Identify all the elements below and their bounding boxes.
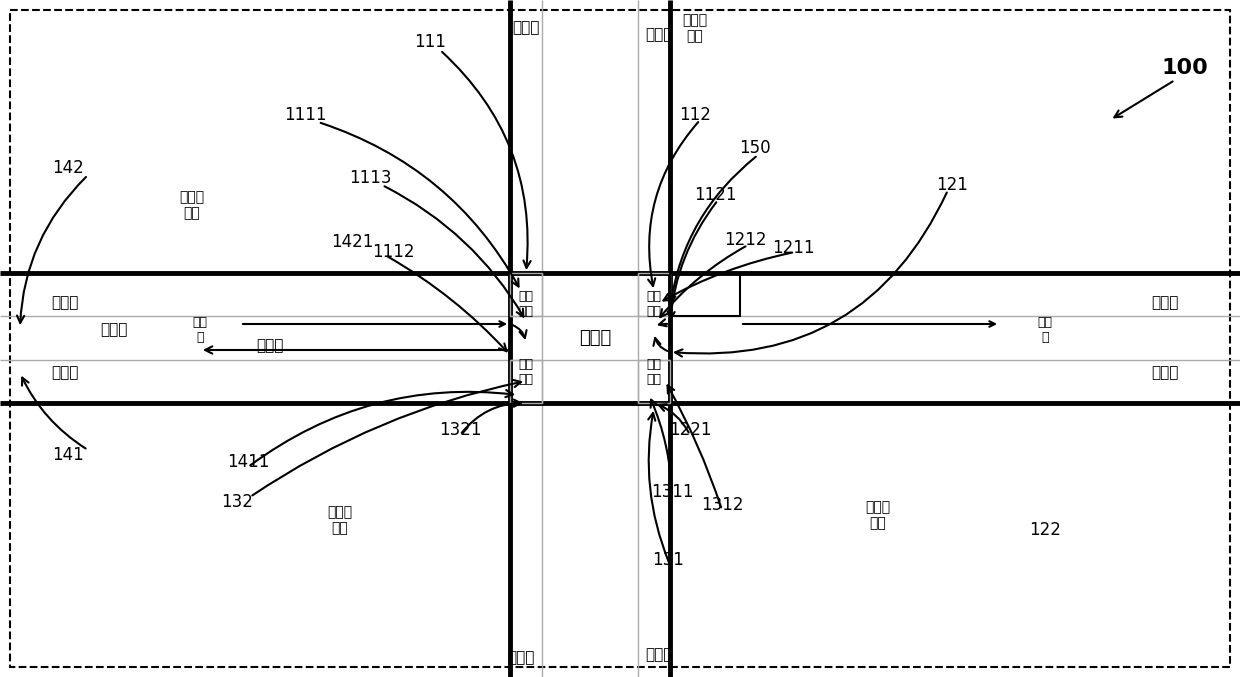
FancyArrowPatch shape [461, 399, 521, 433]
Text: 入口道: 入口道 [100, 322, 128, 338]
FancyArrowPatch shape [658, 404, 688, 433]
Text: 出口道: 出口道 [1151, 366, 1179, 380]
Text: 150: 150 [739, 139, 771, 157]
FancyArrowPatch shape [512, 325, 527, 338]
FancyArrowPatch shape [441, 52, 531, 268]
Text: 1312: 1312 [701, 496, 743, 514]
Text: 入口道: 入口道 [1151, 295, 1179, 311]
Text: 1221: 1221 [668, 421, 712, 439]
Text: 车道分
隔线: 车道分 隔线 [866, 500, 890, 530]
FancyArrowPatch shape [668, 157, 756, 303]
Text: 人行
横道: 人行 横道 [518, 290, 533, 318]
Text: 出口道: 出口道 [257, 338, 284, 353]
Text: 入口道: 入口道 [51, 295, 78, 311]
Text: 132: 132 [221, 493, 253, 511]
Text: 入口道: 入口道 [645, 647, 672, 663]
Bar [510, 360, 542, 403]
Text: 车道分
隔线: 车道分 隔线 [327, 505, 352, 535]
FancyArrowPatch shape [252, 380, 521, 496]
FancyArrowPatch shape [653, 338, 667, 351]
FancyArrowPatch shape [663, 253, 792, 301]
Text: 出口道: 出口道 [645, 28, 672, 43]
Text: 人行
横道: 人行 横道 [646, 358, 661, 386]
FancyBboxPatch shape [10, 10, 1230, 667]
Text: 1311: 1311 [651, 483, 693, 501]
Text: 112: 112 [680, 106, 711, 124]
Text: 111: 111 [414, 33, 446, 51]
Text: 出口道: 出口道 [507, 651, 534, 665]
Text: 1421: 1421 [331, 233, 373, 251]
Text: 1111: 1111 [284, 106, 326, 124]
FancyArrowPatch shape [321, 123, 518, 286]
Bar [510, 273, 542, 316]
Text: 100: 100 [1162, 58, 1208, 78]
Text: 131: 131 [652, 551, 684, 569]
Text: 人行
横道: 人行 横道 [646, 290, 661, 318]
FancyArrowPatch shape [17, 177, 86, 323]
Text: 车道分
隔线: 车道分 隔线 [682, 13, 708, 43]
FancyArrowPatch shape [22, 378, 86, 449]
Text: 车道分
隔线: 车道分 隔线 [180, 190, 205, 220]
FancyArrowPatch shape [660, 246, 745, 317]
Bar [639, 273, 670, 316]
FancyArrowPatch shape [384, 186, 523, 317]
FancyArrowPatch shape [649, 413, 668, 563]
Text: 入口道: 入口道 [512, 20, 539, 35]
Text: 1411: 1411 [227, 453, 269, 471]
Text: 人行
横道: 人行 横道 [518, 358, 533, 386]
FancyArrowPatch shape [675, 192, 947, 357]
FancyArrowPatch shape [205, 347, 507, 353]
FancyArrowPatch shape [387, 257, 507, 351]
FancyArrowPatch shape [250, 390, 513, 465]
Text: 141: 141 [52, 446, 84, 464]
Text: 1211: 1211 [771, 239, 815, 257]
Text: 1212: 1212 [724, 231, 766, 249]
FancyArrowPatch shape [667, 202, 717, 319]
Text: 1112: 1112 [372, 243, 414, 261]
FancyArrowPatch shape [658, 320, 667, 326]
Text: 车行
道: 车行 道 [1038, 316, 1053, 344]
Text: 142: 142 [52, 159, 84, 177]
Text: 1113: 1113 [348, 169, 392, 187]
Text: 122: 122 [1029, 521, 1061, 539]
FancyArrowPatch shape [667, 385, 722, 507]
FancyArrowPatch shape [651, 399, 672, 494]
Bar [670, 273, 740, 316]
Text: 出口道: 出口道 [51, 366, 78, 380]
Bar [639, 360, 670, 403]
Text: 车行
道: 车行 道 [192, 316, 207, 344]
Text: 121: 121 [936, 176, 968, 194]
FancyArrowPatch shape [1115, 81, 1173, 117]
Text: 路口区: 路口区 [579, 329, 611, 347]
Text: 1121: 1121 [693, 186, 737, 204]
Text: 1321: 1321 [439, 421, 481, 439]
FancyArrowPatch shape [649, 122, 698, 286]
